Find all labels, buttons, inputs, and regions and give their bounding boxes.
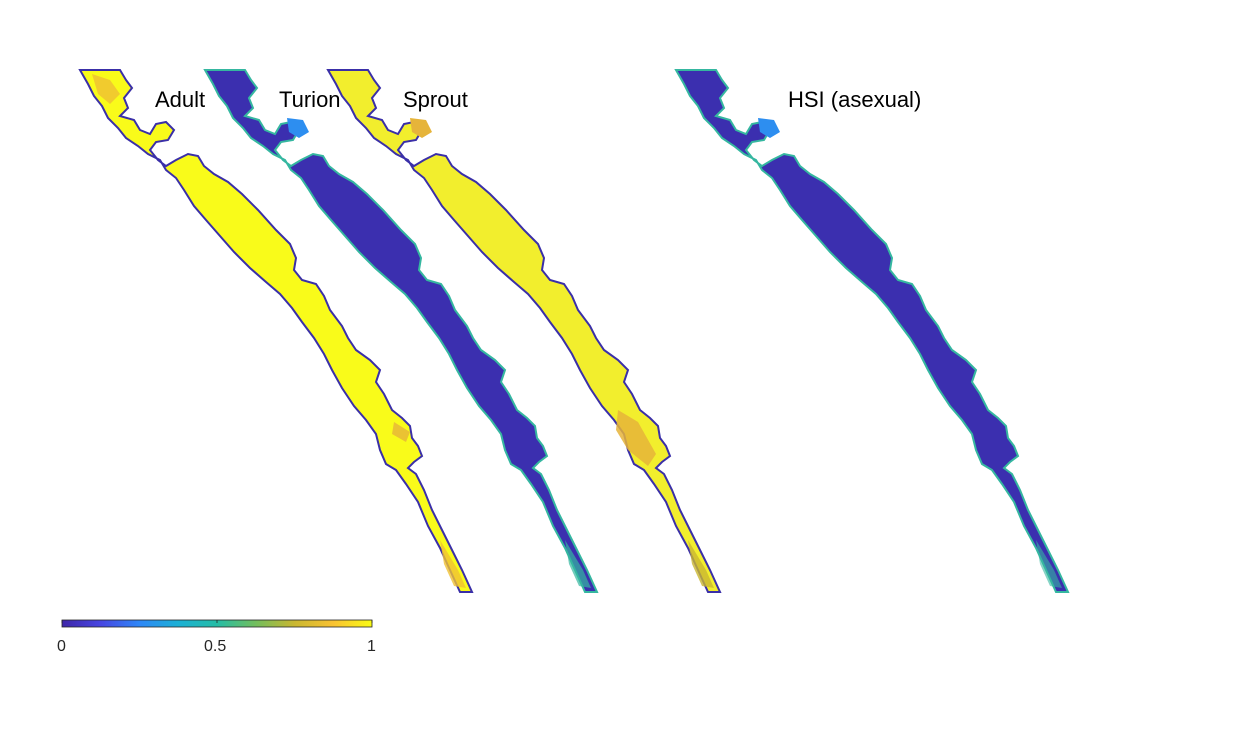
lake-shape (675, 69, 1069, 593)
panel-title-sprout: Sprout (403, 87, 468, 112)
colorbar (61, 619, 373, 628)
colorbar-tick-0: 0 (57, 638, 66, 655)
panel-sprout-map (327, 69, 721, 593)
colorbar-tick-1: 1 (367, 638, 376, 655)
lake-shape (327, 69, 721, 593)
panel-adult-map (79, 69, 473, 593)
panel-turion-map (204, 69, 598, 593)
panel-title-hsi-asexual: HSI (asexual) (788, 87, 922, 112)
panel-title-turion: Turion (279, 87, 341, 112)
panel-hsi-asexual-map (675, 69, 1069, 593)
colorbar-tick-0-5: 0.5 (204, 638, 227, 655)
lake-shape (204, 69, 598, 593)
panel-title-adult: Adult (155, 87, 206, 112)
